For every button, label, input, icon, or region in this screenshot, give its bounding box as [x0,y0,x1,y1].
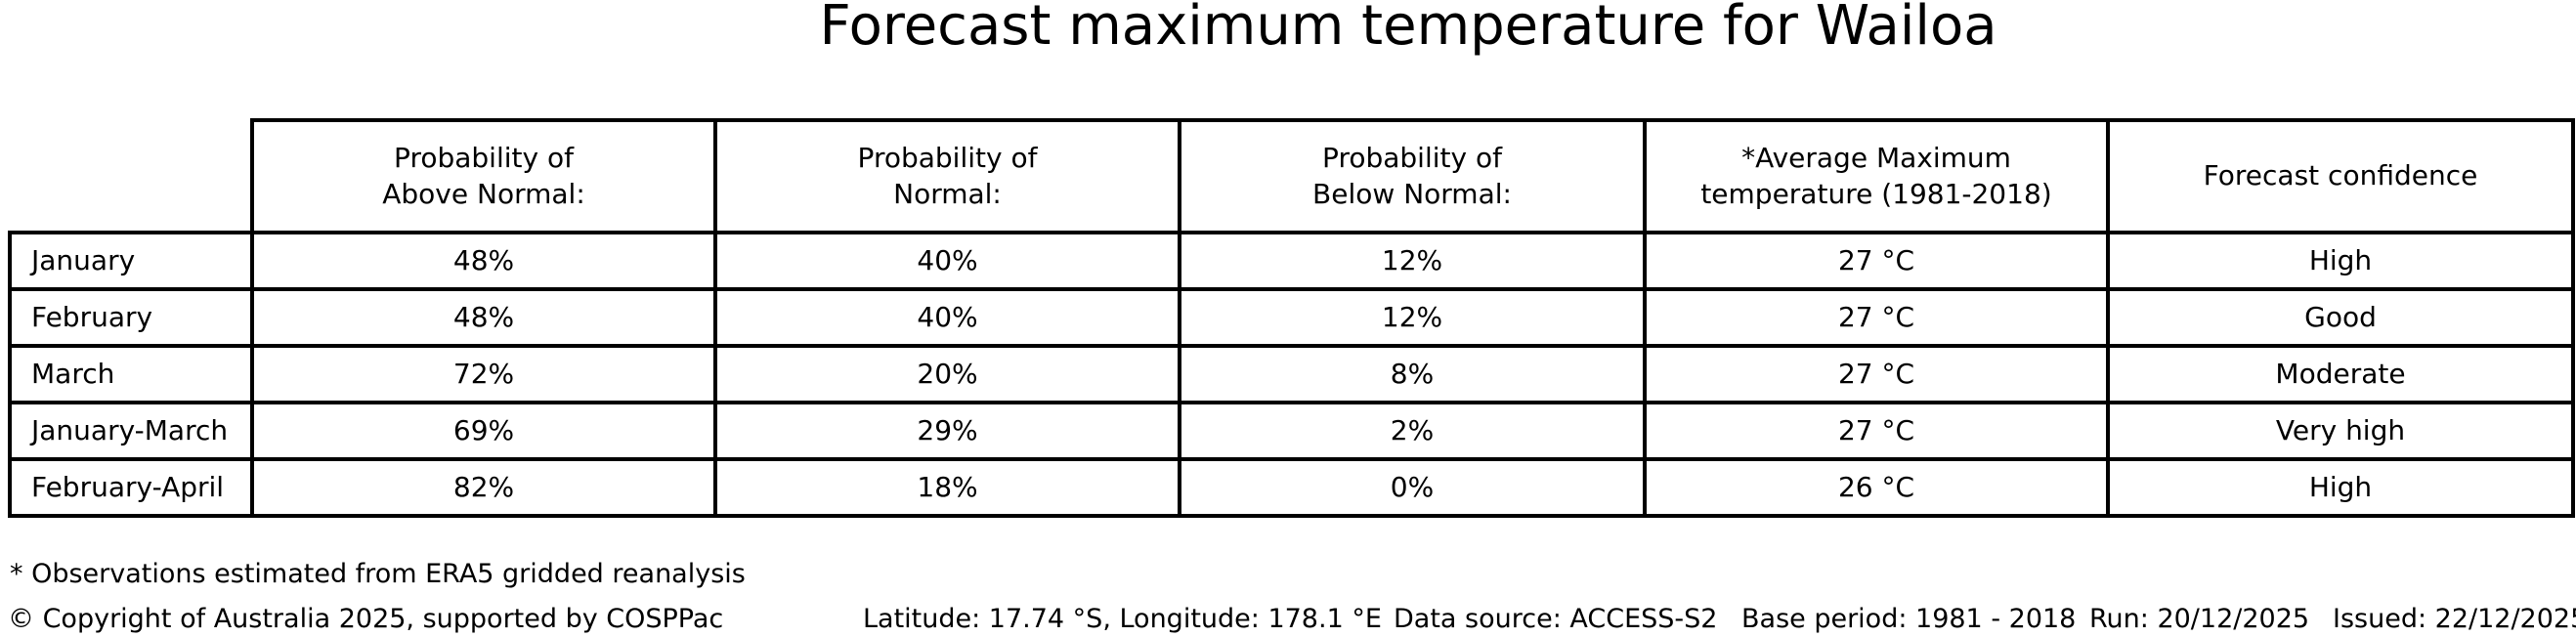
cell-average-max-temp: 27 °C [1643,401,2110,461]
cell-above-normal: 69% [250,401,717,461]
cell-forecast-confidence: High [2106,231,2575,291]
cell-above-normal: 48% [250,287,717,348]
cell-above-normal: 48% [250,231,717,291]
cell-below-normal: 8% [1178,344,1647,404]
status-bar: © Copyright of Australia 2025, supported… [0,604,2576,637]
cell-below-normal: 12% [1178,231,1647,291]
column-header-forecast-confidence: Forecast confidence [2106,118,2575,234]
page-title: Forecast maximum temperature for Wailoa [819,0,1997,58]
row-label: February-April [8,457,254,518]
cell-average-max-temp: 27 °C [1643,231,2110,291]
corner-cell [10,120,252,233]
cell-normal: 20% [713,344,1181,404]
title-wrap: Forecast maximum temperature for Wailoa [246,0,2570,58]
cell-forecast-confidence: Very high [2106,401,2575,461]
issued-date: Issued: 22/12/2025 [2333,604,2576,634]
cell-above-normal: 82% [250,457,717,518]
location-coordinates: Latitude: 17.74 °S, Longitude: 178.1 °E [863,604,1382,634]
cell-normal: 18% [713,457,1181,518]
cell-above-normal: 72% [250,344,717,404]
table-row: March 72% 20% 8% 27 °C Moderate [8,344,2575,404]
cell-forecast-confidence: Good [2106,287,2575,348]
cell-below-normal: 2% [1178,401,1647,461]
cell-average-max-temp: 26 °C [1643,457,2110,518]
row-label: January [8,231,254,291]
cell-average-max-temp: 27 °C [1643,287,2110,348]
cell-normal: 40% [713,231,1181,291]
base-period: Base period: 1981 - 2018 [1741,604,2077,634]
cell-below-normal: 0% [1178,457,1647,518]
row-label: March [8,344,254,404]
cell-normal: 40% [713,287,1181,348]
copyright-text: © Copyright of Australia 2025, supported… [8,604,724,634]
forecast-table: Probability of Above Normal: Probability… [8,118,2575,518]
data-source: Data source: ACCESS-S2 [1394,604,1718,634]
cell-normal: 29% [713,401,1181,461]
cell-average-max-temp: 27 °C [1643,344,2110,404]
header-row: Probability of Above Normal: Probability… [10,118,2575,234]
row-label: January-March [8,401,254,461]
table-row: January 48% 40% 12% 27 °C High [8,231,2575,291]
row-label: February [8,287,254,348]
run-date: Run: 20/12/2025 [2089,604,2310,634]
cell-below-normal: 12% [1178,287,1647,348]
cell-forecast-confidence: Moderate [2106,344,2575,404]
column-header-above-normal: Probability of Above Normal: [250,118,717,234]
cell-forecast-confidence: High [2106,457,2575,518]
table-row: January-March 69% 29% 2% 27 °C Very high [8,401,2575,461]
column-header-normal: Probability of Normal: [713,118,1181,234]
column-header-average-max-temp: *Average Maximum temperature (1981-2018) [1643,118,2110,234]
column-header-below-normal: Probability of Below Normal: [1178,118,1647,234]
table-row: February 48% 40% 12% 27 °C Good [8,287,2575,348]
table-row: February-April 82% 18% 0% 26 °C High [8,457,2575,518]
footnote: * Observations estimated from ERA5 gridd… [10,559,746,589]
